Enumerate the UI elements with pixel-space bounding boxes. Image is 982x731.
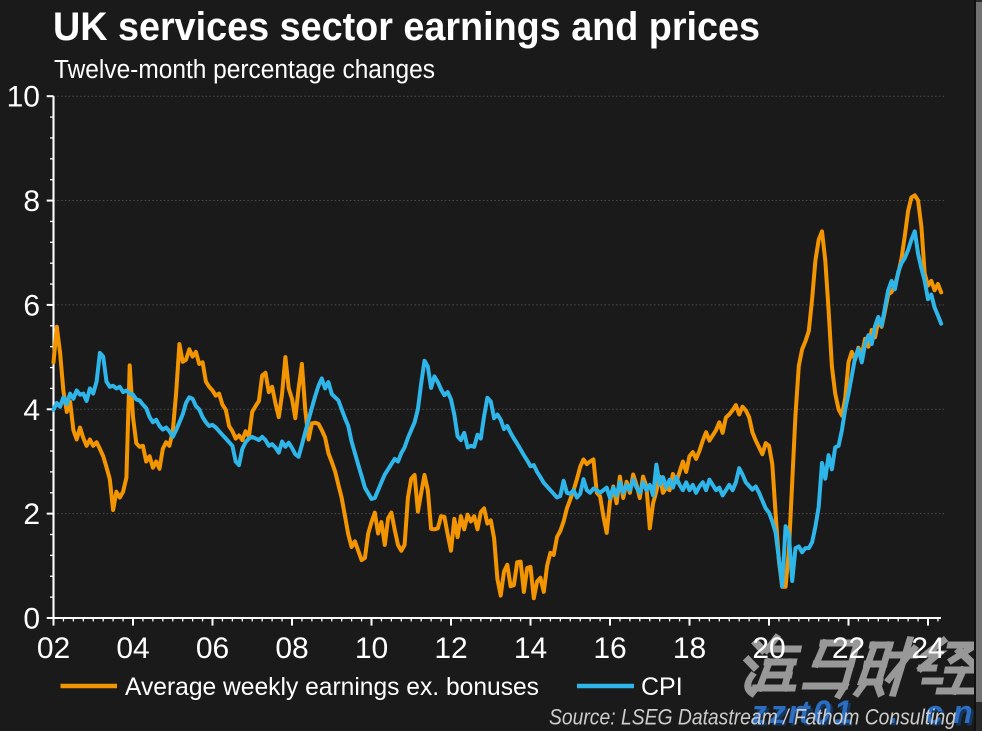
svg-text:4: 4 xyxy=(23,394,40,427)
svg-text:.: . xyxy=(889,694,898,730)
svg-text:06: 06 xyxy=(196,632,229,665)
svg-text:Twelve-month percentage change: Twelve-month percentage changes xyxy=(54,56,435,84)
svg-text:14: 14 xyxy=(514,632,547,665)
svg-text:10: 10 xyxy=(355,632,388,665)
svg-text:04: 04 xyxy=(116,632,149,665)
svg-text:z: z xyxy=(769,694,786,730)
svg-text:02: 02 xyxy=(37,632,70,665)
svg-text:r: r xyxy=(791,697,805,731)
svg-text:c: c xyxy=(928,697,946,731)
svg-text:24: 24 xyxy=(911,632,944,665)
svg-text:1: 1 xyxy=(834,694,852,730)
svg-text:t: t xyxy=(802,697,814,731)
svg-text:16: 16 xyxy=(593,632,626,665)
svg-text:10: 10 xyxy=(7,81,40,114)
svg-text:z: z xyxy=(750,694,767,730)
svg-text:18: 18 xyxy=(673,632,706,665)
svg-text:0: 0 xyxy=(816,697,834,731)
svg-text:08: 08 xyxy=(275,632,308,665)
svg-text:6: 6 xyxy=(23,289,40,322)
svg-text:n: n xyxy=(956,697,976,731)
svg-text:1: 1 xyxy=(837,697,855,731)
svg-text:r: r xyxy=(788,694,802,730)
svg-text:UK services sector earnings an: UK services sector earnings and prices xyxy=(53,5,760,49)
svg-text:n: n xyxy=(953,694,973,730)
svg-text:Source: LSEG Datastream / Fath: Source: LSEG Datastream / Fathom Consult… xyxy=(549,705,957,730)
svg-text:20: 20 xyxy=(752,632,785,665)
svg-text:c: c xyxy=(925,694,943,730)
svg-text:z: z xyxy=(772,697,789,731)
svg-text:2: 2 xyxy=(23,498,40,531)
svg-text:0: 0 xyxy=(813,694,831,730)
svg-text:CPI: CPI xyxy=(641,673,683,701)
svg-text:t: t xyxy=(799,694,811,730)
svg-text:z: z xyxy=(753,697,770,731)
svg-text:22: 22 xyxy=(832,632,865,665)
svg-text:.: . xyxy=(892,697,901,731)
svg-text:0: 0 xyxy=(23,603,40,636)
svg-text:12: 12 xyxy=(434,632,467,665)
svg-text:Average weekly earnings ex. bo: Average weekly earnings ex. bonuses xyxy=(125,673,539,701)
svg-text:8: 8 xyxy=(23,185,40,218)
